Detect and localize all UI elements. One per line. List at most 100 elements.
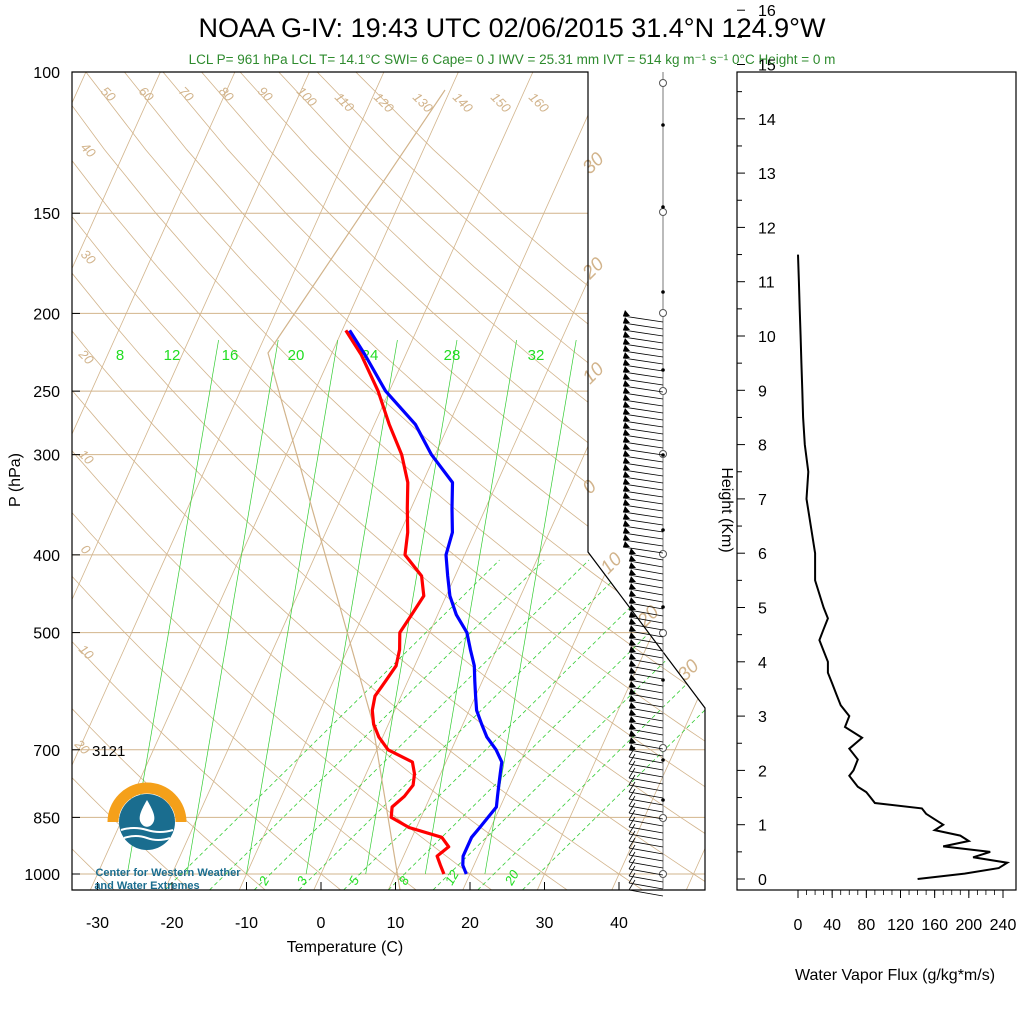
wind-barb [628,658,664,666]
wind-barb [622,455,664,463]
wind-pennant [623,534,630,540]
mixing-ratio-bottom-label: 5 [346,873,363,887]
wind-barb [628,567,664,575]
wind-pennant [629,716,636,722]
wind-barb [628,553,664,561]
wind-barb [628,875,664,883]
wind-pennant [623,478,630,484]
isotherm-left-label: 40 [78,140,99,161]
wind-pennant [623,450,630,456]
wind-feather [628,795,636,807]
isotherm-top-label: 90 [255,84,276,105]
isotherm-left-label: 20 [71,736,93,758]
wind-pennant [629,590,636,596]
dry-adiabat [162,72,705,890]
pressure-tick-label: 200 [33,306,60,323]
calm-circle [659,79,667,87]
wind-pennant [629,562,636,568]
height-tick-label: 0 [758,872,767,889]
flux-frame [736,71,1017,891]
wind-pennant [629,555,636,561]
wind-pennant [629,604,636,610]
height-tick-label: 15 [758,58,776,75]
flux-tick-label: 0 [794,917,803,934]
isotherm-line [72,72,385,890]
dry-adiabat [72,72,343,890]
wind-pennant [623,366,630,372]
wind-barb [622,329,664,337]
height-tick-label: 10 [758,329,776,346]
saturation-mixing-line [253,559,590,890]
wind-feather [628,774,636,786]
wind-feather [628,802,636,814]
dry-adiabat [72,72,705,890]
flux-series [797,254,1011,880]
calm-circle [659,309,667,317]
isotherm-top-label: 130 [410,90,436,116]
mixing-ratio-label: 24 [362,347,379,364]
wind-barb [628,833,664,841]
pressure-tick-label: 500 [33,626,60,643]
wind-pennant [623,513,630,519]
saturation-mixing-line [164,559,500,890]
wind-pennant [623,443,630,449]
wind-feather [628,830,636,842]
wind-pennant [623,485,630,491]
wind-pennant [623,387,630,393]
mixing-ratio-label: 16 [222,347,239,364]
isotherm-line [72,72,236,890]
isotherm-top-label: 120 [371,90,397,116]
barb-dot [661,798,665,802]
isotherm-right-label: 0 [579,476,602,499]
mixing-ratio-line [424,339,517,875]
dry-adiabat [85,72,705,890]
logo-sun-arc [107,782,187,823]
wind-barb [628,749,664,757]
dry-adiabat [72,72,705,890]
wind-feather [628,858,636,870]
wind-pennant [623,352,630,358]
wind-barb [622,392,664,400]
isotherm-top-label: 100 [294,84,320,110]
barb-dot [661,605,665,609]
wind-barb [628,805,664,813]
wind-barb [622,497,664,505]
mixing-ratio-line [365,339,458,875]
chart-subtitle: LCL P= 961 hPa LCL T= 14.1°C SWI= 6 Cape… [189,52,836,67]
isotherm-right-label: 30 [674,655,704,685]
isotherm-line [89,72,459,890]
mixing-ratio-label: 8 [116,347,124,364]
dry-adiabat [72,72,569,890]
isotherm-left-label: 30 [78,247,99,268]
dry-adiabat [72,72,192,890]
flux-ylabel: Height (Km) [718,467,735,552]
wind-barb [628,728,664,736]
calm-circle [659,208,667,216]
temperature-tick-label: 20 [461,915,479,932]
flux-tick-label: 40 [823,917,841,934]
saturation-mixing-line [432,559,705,890]
wind-barb [628,882,664,890]
wind-barb [622,427,664,435]
wind-barb [622,420,664,428]
logo-line-1: Center for Western Weather [95,867,241,879]
wind-pennant [623,415,630,421]
wind-barb [628,693,664,701]
pressure-tick-label: 400 [33,548,60,565]
wind-pennant [623,506,630,512]
wind-feather [628,872,636,884]
height-tick-label: 9 [758,383,767,400]
dry-adiabat [124,72,705,890]
wind-pennant [629,737,636,743]
wind-barb [628,812,664,820]
wind-barb [628,602,664,610]
wind-feather [628,753,636,765]
wind-pennant [623,345,630,351]
isotherm-left-label: 20 [75,346,97,368]
wind-barb [622,546,664,554]
height-tick-label: 16 [758,3,776,20]
temperature-tick-label: -30 [86,915,109,932]
wind-barb [622,483,664,491]
wind-barb [628,707,664,715]
